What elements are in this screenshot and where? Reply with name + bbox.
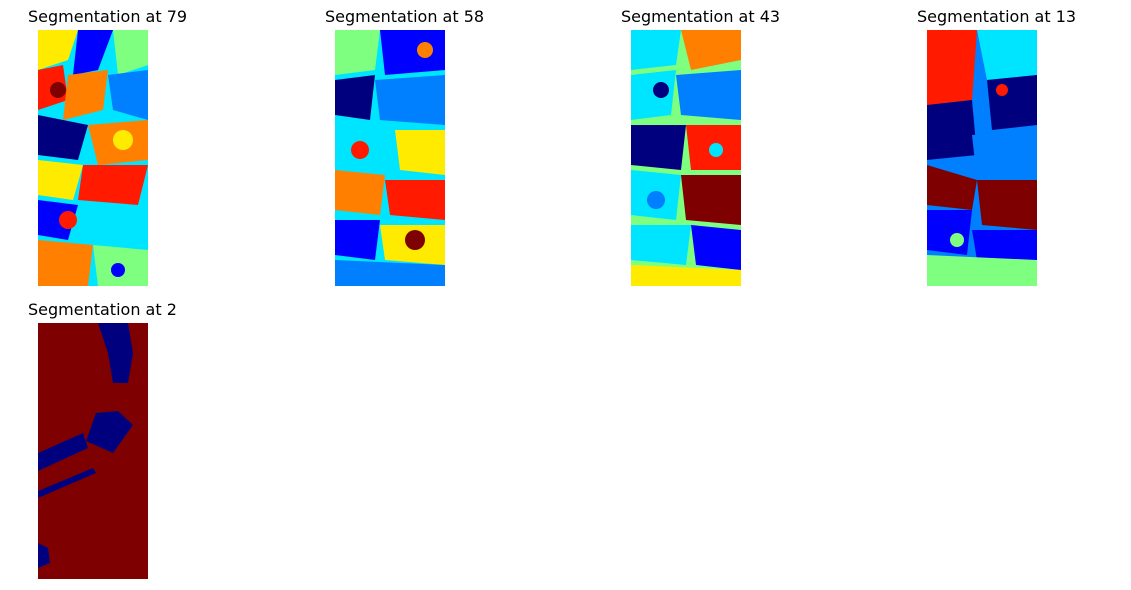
panel-title: Segmentation at 79 — [28, 7, 188, 26]
segmentation-map-image — [927, 30, 1037, 286]
segmentation-map-image — [38, 323, 148, 579]
panel-title: Segmentation at 2 — [28, 300, 177, 319]
segmentation-map-image — [631, 30, 741, 286]
panel-title: Segmentation at 13 — [917, 7, 1077, 26]
segmentation-map-image — [38, 30, 148, 286]
panel-title: Segmentation at 43 — [621, 7, 781, 26]
panel-title: Segmentation at 58 — [325, 7, 485, 26]
segmentation-map-image — [335, 30, 445, 286]
